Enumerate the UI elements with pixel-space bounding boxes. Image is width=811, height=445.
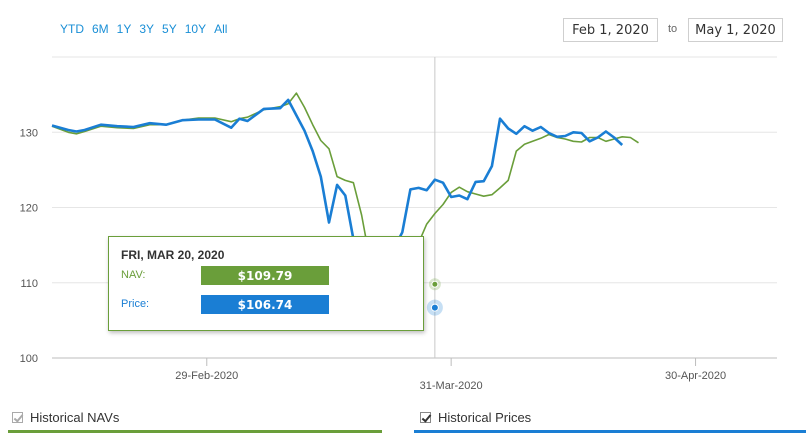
checkbox-icon[interactable] [420,411,431,423]
tooltip-date: FRI, MAR 20, 2020 [121,248,225,262]
date-from-input[interactable]: Feb 1, 2020 [563,18,658,42]
range-button-ytd[interactable]: YTD [60,22,84,36]
range-buttons: YTD 6M 1Y 3Y 5Y 10Y All [60,22,227,36]
price-marker [430,303,439,312]
legend-nav-line [8,430,382,433]
x-tick-label: 29-Feb-2020 [175,370,238,382]
legend-price-toggle[interactable]: Historical Prices [420,406,531,428]
range-button-3y[interactable]: 3Y [139,22,155,36]
to-label: to [668,23,678,35]
range-button-all[interactable]: All [214,22,228,36]
y-tick-label: 130 [20,127,38,139]
legend-price-label: Historical Prices [438,409,532,425]
legend-nav-label: Historical NAVs [30,409,120,425]
tooltip-price-value: $106.74 [201,295,329,314]
range-button-5y[interactable]: 5Y [162,22,177,36]
y-tick-label: 110 [20,278,38,290]
chart-tooltip: FRI, MAR 20, 2020 NAV: $109.79 Price: $1… [108,236,424,331]
range-button-1y[interactable]: 1Y [116,22,132,36]
legend-nav-toggle[interactable]: Historical NAVs [12,406,119,428]
y-tick-label: 120 [20,203,38,215]
checkbox-icon[interactable] [12,411,23,423]
x-tick-label: 31-Mar-2020 [420,380,483,392]
x-tick-label: 30-Apr-2020 [665,370,726,382]
range-button-6m[interactable]: 6M [92,22,109,36]
chart-axes: 100 110 120 130 29-Feb-2020 31-Mar-2020 30-Apr… [20,57,777,392]
chart-markers [426,278,443,316]
date-to-input[interactable]: May 1, 2020 [688,18,783,42]
legend-price-line [414,430,806,433]
tooltip-price-label: Price: [121,298,150,310]
tooltip-nav-value: $109.79 [201,266,329,285]
range-button-10y[interactable]: 10Y [184,22,207,36]
nav-marker [431,280,439,288]
y-tick-label: 100 [20,353,38,365]
tooltip-nav-label: NAV: [121,269,146,281]
